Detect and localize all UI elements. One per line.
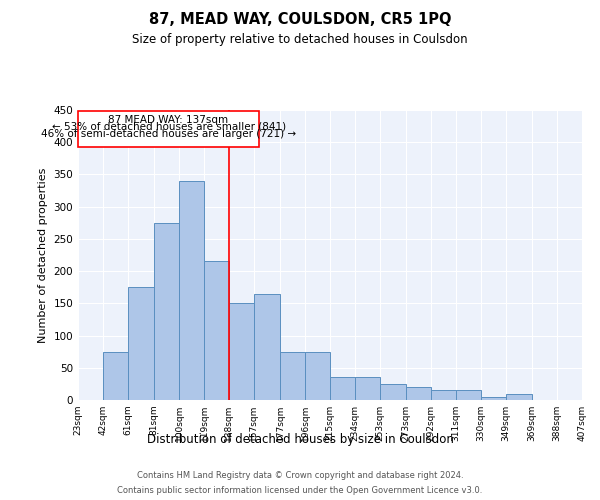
Bar [481,397,506,400]
Bar [456,390,481,400]
Text: Contains HM Land Registry data © Crown copyright and database right 2024.: Contains HM Land Registry data © Crown c… [137,471,463,480]
Bar [179,181,204,400]
Bar [431,390,456,400]
Bar [103,352,128,400]
Bar [280,352,305,400]
FancyBboxPatch shape [78,112,259,148]
Bar [204,262,229,400]
Bar [406,387,431,400]
Text: Size of property relative to detached houses in Coulsdon: Size of property relative to detached ho… [132,32,468,46]
Bar [380,384,406,400]
Y-axis label: Number of detached properties: Number of detached properties [38,168,48,342]
Bar [305,352,330,400]
Bar [506,394,532,400]
Text: Contains public sector information licensed under the Open Government Licence v3: Contains public sector information licen… [118,486,482,495]
Text: 87 MEAD WAY: 137sqm: 87 MEAD WAY: 137sqm [109,115,229,125]
Bar [330,378,355,400]
Text: 87, MEAD WAY, COULSDON, CR5 1PQ: 87, MEAD WAY, COULSDON, CR5 1PQ [149,12,451,28]
Bar [229,304,254,400]
Text: 46% of semi-detached houses are larger (721) →: 46% of semi-detached houses are larger (… [41,128,296,138]
Bar [128,287,154,400]
Bar [154,223,179,400]
Bar [254,294,280,400]
Text: ← 53% of detached houses are smaller (841): ← 53% of detached houses are smaller (84… [52,122,286,132]
Bar [355,378,380,400]
Text: Distribution of detached houses by size in Coulsdon: Distribution of detached houses by size … [146,432,454,446]
